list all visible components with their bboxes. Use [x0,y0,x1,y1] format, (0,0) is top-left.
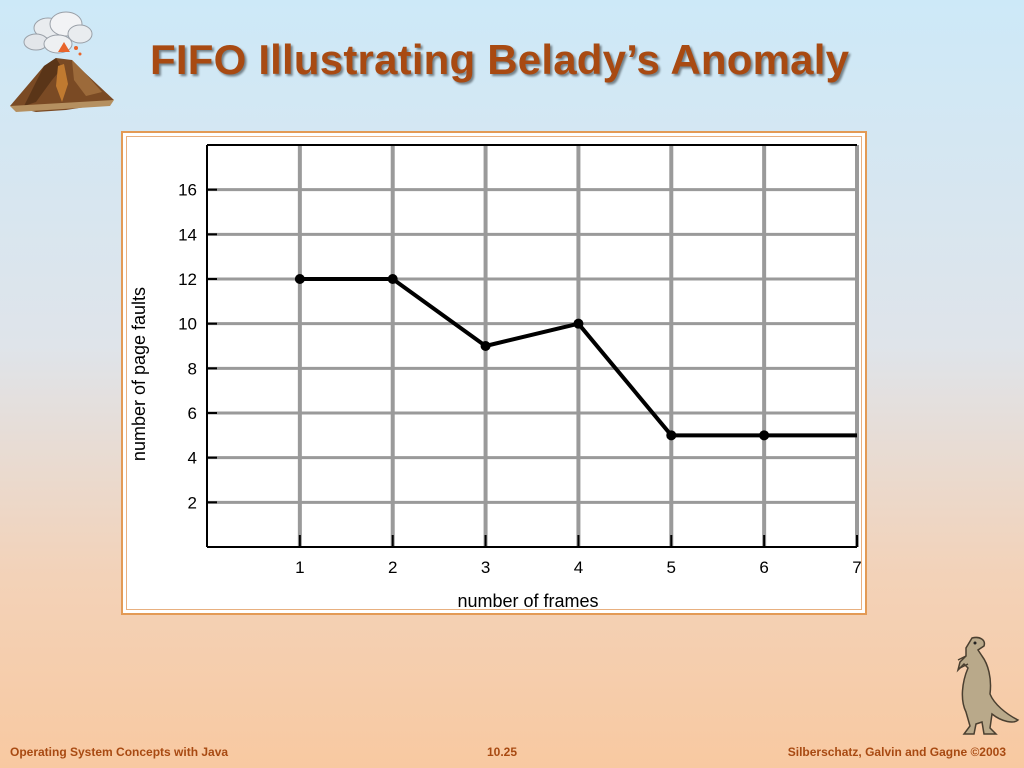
x-tick-label: 2 [388,558,397,577]
volcano-icon [10,11,114,112]
y-tick-label: 12 [178,270,197,289]
y-tick-label: 16 [178,181,197,200]
y-axis-label: number of page faults [129,287,149,461]
y-tick-label: 6 [188,404,197,423]
y-tick-label: 4 [188,449,197,468]
data-point [480,341,491,351]
y-tick-label: 14 [178,225,197,244]
data-point [294,274,305,284]
footer-page-number: 10.25 [487,745,518,759]
data-point [666,430,677,441]
x-tick-label: 4 [574,558,583,577]
y-tick-label: 8 [188,359,197,378]
x-tick-label: 1 [295,558,304,577]
dinosaur-icon [956,636,1020,735]
footer-authors: Silberschatz, Galvin and Gagne ©2003 [787,745,1006,759]
data-point [387,274,398,284]
footer-course: Operating System Concepts with Java [10,745,229,759]
x-tick-label: 6 [759,558,768,577]
data-point [573,318,584,329]
x-tick-label: 7 [852,558,861,577]
slide-title: FIFO Illustrating Belady’s Anomaly [150,36,850,83]
x-axis-label: number of frames [457,591,598,611]
y-tick-label: 10 [178,315,197,334]
data-point [759,430,770,441]
x-tick-label: 5 [667,558,676,577]
chart-frame: 2 4 6 8 10 12 14 16 1 2 3 4 5 6 7 number of frames num… [121,131,867,615]
y-tick-label: 2 [188,493,197,512]
x-tick-label: 3 [481,558,490,577]
